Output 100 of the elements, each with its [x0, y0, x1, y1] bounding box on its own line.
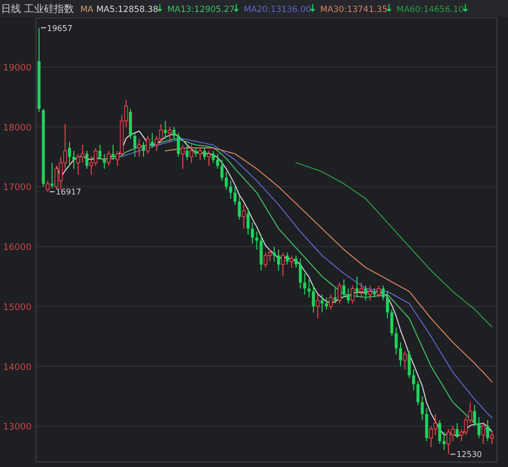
candlestick [402, 350, 407, 370]
y-tick-label: 18000 [3, 123, 32, 134]
candlestick [290, 255, 294, 268]
candlestick [72, 150, 76, 170]
candlestick [46, 180, 50, 192]
text: MA20:13136.00 [244, 5, 312, 15]
candlestick [277, 249, 280, 272]
candlestick [490, 432, 494, 445]
candlestick [450, 426, 455, 442]
candlestick [133, 132, 136, 158]
candlestick [229, 180, 232, 200]
candlestick [54, 165, 58, 190]
candlestick [338, 282, 342, 304]
candlestick [172, 126, 176, 140]
candlestick [203, 147, 206, 160]
text: MA30:13741.35 [320, 5, 388, 15]
candlestick [294, 255, 298, 268]
candlestick [268, 249, 272, 262]
y-tick-label: 16000 [3, 243, 32, 254]
text: MA5:12858.38 [96, 5, 158, 15]
candlestick [80, 144, 84, 164]
candlestick [212, 150, 215, 164]
candlestick [242, 204, 246, 230]
candlestick [98, 144, 102, 160]
candlestick [128, 108, 132, 140]
candlestick [312, 284, 315, 313]
candlestick [238, 195, 241, 220]
candlestick [386, 290, 389, 319]
candlestick [246, 207, 250, 236]
candlestick [250, 222, 254, 244]
candlestick [368, 284, 372, 301]
candlestick [446, 428, 450, 455]
annotation: 16917 [56, 188, 82, 197]
candlestick [142, 141, 146, 158]
candlestick [346, 288, 350, 304]
annotation: 19657 [47, 24, 72, 33]
text: MA13:12905.27 [167, 5, 235, 15]
candlestick [281, 252, 285, 277]
candlestick [303, 273, 306, 295]
candlestick [456, 422, 459, 439]
y-tick-label: 17000 [3, 183, 32, 194]
candlestick [76, 153, 80, 176]
candlestick [359, 282, 364, 298]
candlestick [216, 153, 220, 170]
candlestick [399, 342, 402, 367]
candlestick [186, 144, 189, 160]
candlestick [260, 234, 263, 272]
candlestick [220, 159, 224, 182]
candlestick [164, 120, 167, 140]
candlestick [85, 150, 88, 170]
candlestick [408, 350, 411, 379]
candlestick [190, 144, 194, 164]
candlestick [272, 246, 276, 262]
candlestick [68, 141, 71, 166]
legend-title: MA [80, 5, 94, 15]
candlestick [328, 294, 333, 310]
y-tick-label: 15000 [3, 302, 32, 313]
candlestick [477, 416, 480, 439]
candlestick [308, 278, 311, 298]
candlestick [176, 132, 180, 158]
candlestick [425, 408, 428, 442]
candlestick [394, 326, 398, 355]
candlestick [364, 284, 368, 301]
y-tick-label: 13000 [3, 422, 32, 433]
candlestick [168, 126, 172, 142]
candlestick [420, 396, 424, 421]
candlestick [298, 258, 302, 289]
candlestick [473, 404, 476, 427]
candlestick [350, 284, 355, 304]
candlestick [206, 150, 211, 166]
candlestick [146, 135, 150, 154]
line-series [295, 162, 492, 328]
candlestick [390, 308, 394, 337]
annotation: 12530 [456, 450, 482, 460]
y-tick-label: 14000 [3, 362, 32, 373]
candlestick [320, 294, 324, 313]
candlestick [412, 368, 416, 391]
candlestick [342, 278, 346, 298]
candlestick [382, 284, 385, 301]
candlestick [416, 380, 420, 406]
candlestick [286, 252, 289, 266]
candlestick [442, 432, 446, 451]
candlestick [112, 144, 115, 160]
candlestick [355, 276, 358, 298]
candlestick [255, 231, 258, 250]
candlestick [150, 132, 154, 148]
y-tick-label: 19000 [3, 64, 32, 74]
candlestick [106, 150, 111, 166]
candlestick [324, 296, 328, 310]
candlestick [376, 284, 381, 298]
chart-title: 日线 工业硅指数 [1, 3, 74, 15]
text: MA60:14656.10 [396, 5, 464, 15]
candlestick [486, 420, 490, 442]
candlestick [316, 294, 320, 319]
candlestick [438, 420, 442, 445]
candlestick [224, 171, 228, 190]
candlestick [102, 153, 106, 170]
candlestick [433, 414, 438, 436]
candlestick [180, 144, 185, 170]
candlestick [234, 186, 237, 206]
